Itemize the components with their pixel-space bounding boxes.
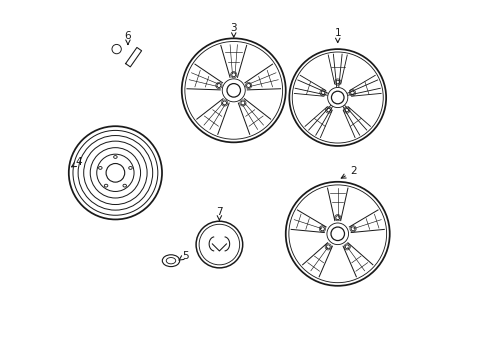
Text: 7: 7: [216, 207, 222, 220]
Text: 1: 1: [334, 28, 340, 42]
Text: 4: 4: [71, 157, 82, 167]
Text: 6: 6: [124, 31, 131, 44]
Text: 3: 3: [230, 23, 237, 37]
Text: 2: 2: [341, 166, 356, 178]
Text: 5: 5: [179, 251, 189, 261]
